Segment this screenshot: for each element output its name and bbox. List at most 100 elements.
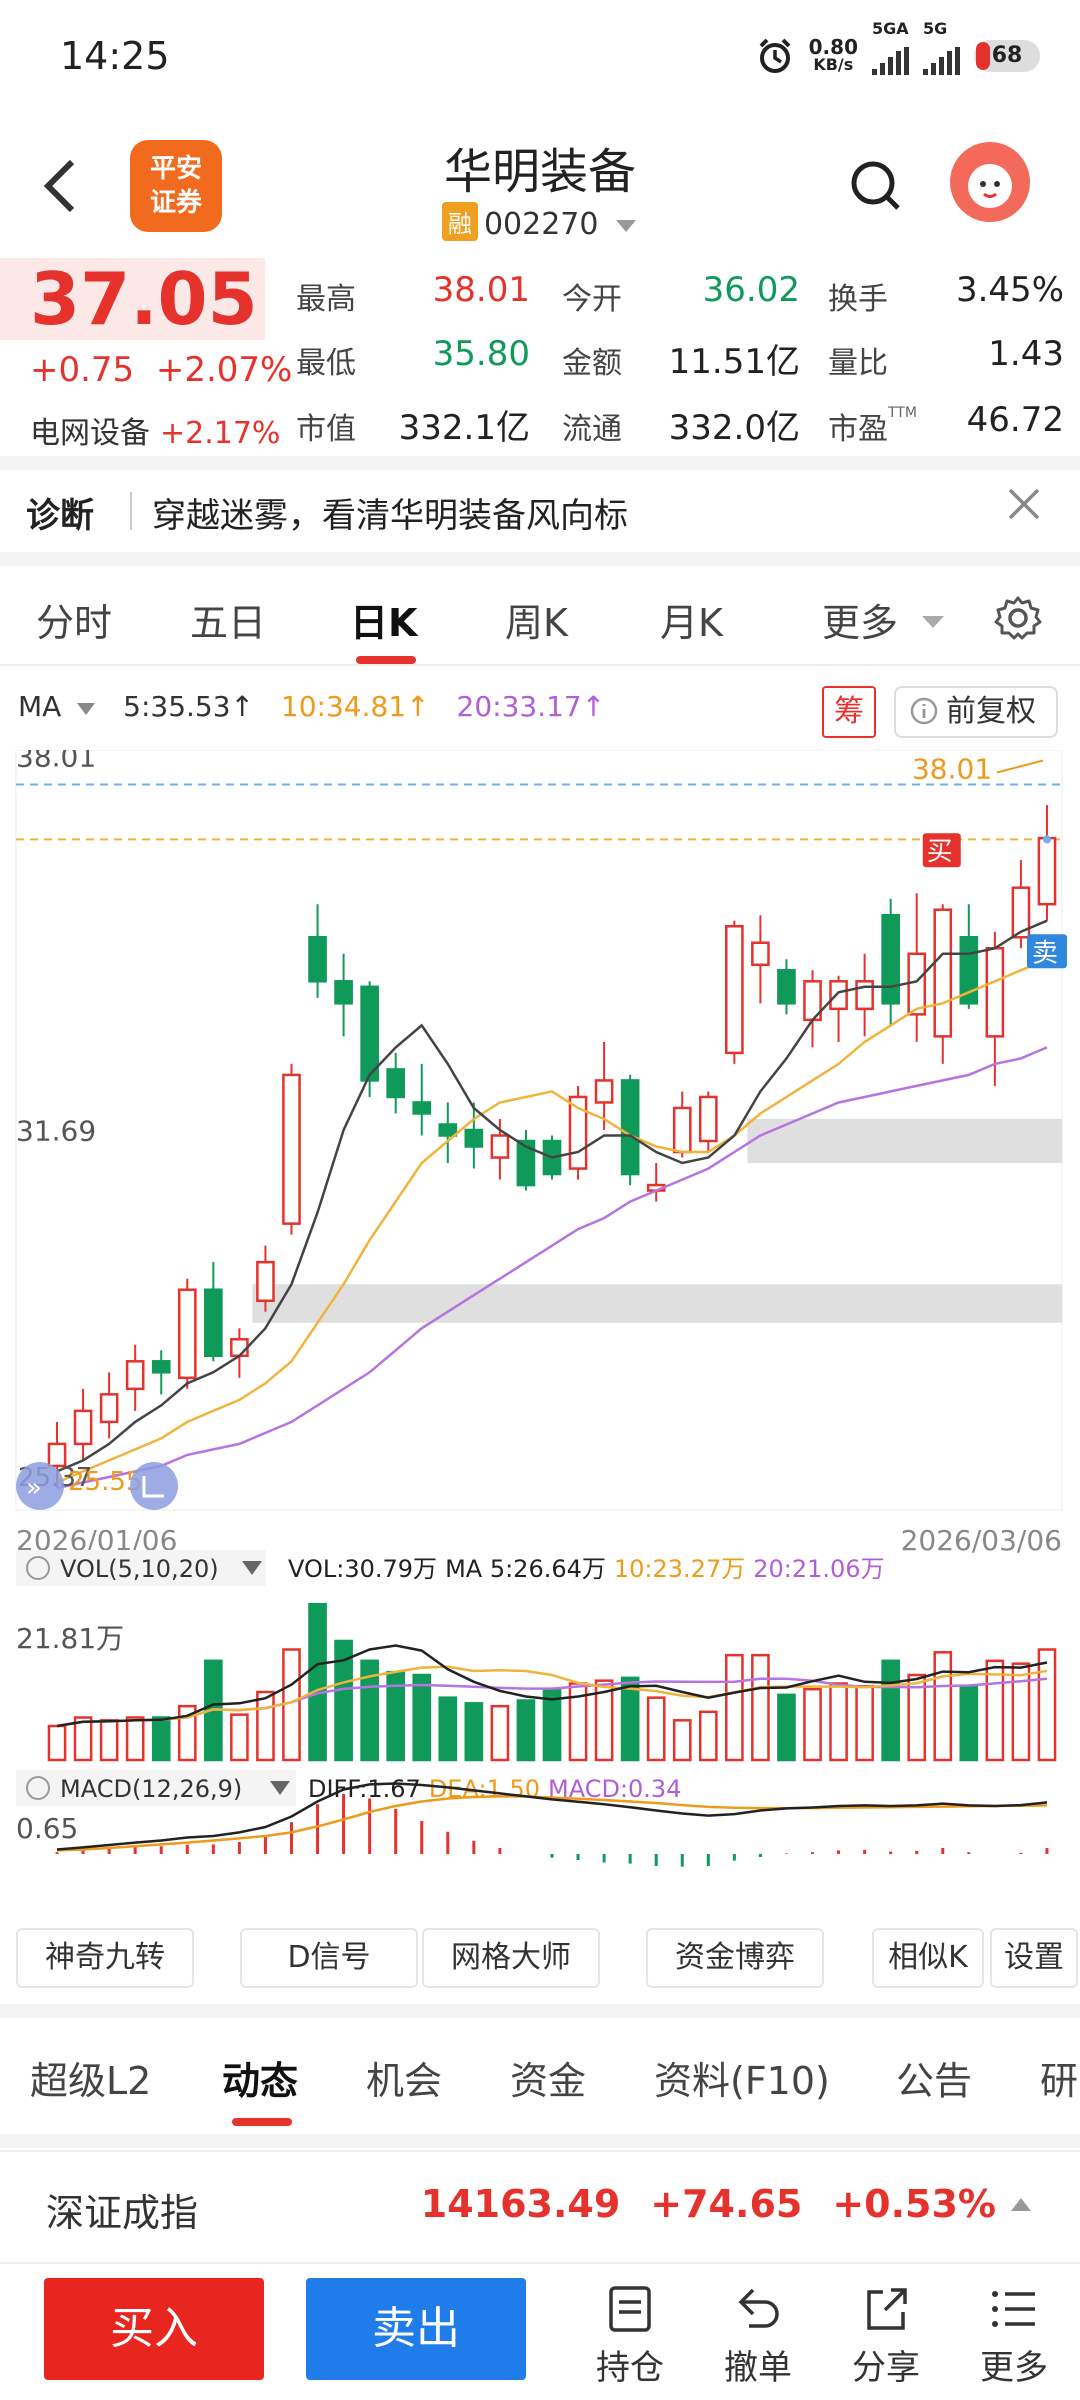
chart-svg[interactable]: 38.0131.6925.3725.5538.01买卖»2026/01/0620… <box>0 750 1080 1900</box>
share-button[interactable]: 分享 <box>836 2284 936 2389</box>
candle-body <box>672 1106 692 1154</box>
macd-info-icon <box>26 1776 50 1800</box>
diagnosis-banner[interactable]: 诊断 穿越迷雾，看清华明装备风向标 <box>0 470 1080 550</box>
candle-body <box>1011 886 1031 939</box>
volume-bar <box>620 1676 640 1762</box>
avatar[interactable] <box>950 142 1030 222</box>
stock-code-selector[interactable]: 融 002270 <box>0 202 1080 242</box>
volume-bar <box>829 1682 848 1762</box>
chip-distribution-button[interactable]: 筹 <box>822 686 876 738</box>
tab-daily-k[interactable]: 日K <box>350 601 418 645</box>
tab-f10[interactable]: 资料(F10) <box>654 2059 830 2103</box>
tool-d-signal[interactable]: D信号 <box>240 1928 418 1988</box>
volume-bar <box>99 1719 119 1762</box>
sell-marker: 卖 <box>1032 938 1058 968</box>
q-val-pe: 46.72 <box>966 400 1064 440</box>
mascot-icon <box>968 164 1012 208</box>
diagnosis-separator <box>130 492 132 530</box>
cancel-order-button[interactable]: 撤单 <box>708 2284 808 2389</box>
index-pct: +0.53% <box>832 2182 996 2226</box>
candle-body <box>855 980 874 1011</box>
q-val-volume-ratio: 1.43 <box>988 334 1064 374</box>
double-chevron-icon: » <box>26 1473 42 1503</box>
tab-weekly-k[interactable]: 周K <box>505 601 568 645</box>
sector-change[interactable]: 电网设备 +2.17% <box>30 416 281 451</box>
candle-body <box>725 924 744 1055</box>
index-ticker[interactable]: 深证成指 14163.49 +74.65 +0.53% <box>0 2150 1080 2260</box>
y-label-top: 38.01 <box>16 750 96 773</box>
tab-announcement[interactable]: 公告 <box>896 2059 973 2103</box>
candle-body <box>204 1288 223 1358</box>
tab-capital[interactable]: 资金 <box>510 2059 587 2103</box>
caret-down-icon <box>616 220 637 232</box>
ma-legend[interactable]: MA 5:35.53↑ 10:34.81↑ 20:33.17↑ <box>18 690 606 723</box>
tool-grid-master[interactable]: 网格大师 <box>422 1928 600 1988</box>
sell-button[interactable]: 卖出 <box>306 2278 526 2380</box>
stock-code: 002270 <box>483 207 599 242</box>
tab-intraday[interactable]: 分时 <box>36 601 113 645</box>
price-change: +0.75 +2.07% <box>30 350 293 390</box>
q-label-pe: 市盈 <box>828 412 888 447</box>
tab-research[interactable]: 研 <box>1040 2059 1079 2103</box>
tool-magic-nine[interactable]: 神奇九转 <box>16 1928 194 1988</box>
candle-body <box>594 1079 614 1104</box>
tool-settings[interactable]: 设置 <box>990 1928 1078 1988</box>
close-button[interactable] <box>1006 482 1042 533</box>
q-label-low: 最低 <box>296 346 356 381</box>
signal-icon <box>872 46 909 75</box>
vol-value-vol: VOL:30.79万 <box>288 1555 437 1583</box>
q-val-turnover: 3.45% <box>955 270 1064 310</box>
chart-settings-button[interactable] <box>994 594 1042 646</box>
volume-bar <box>412 1673 432 1762</box>
tab-super-l2[interactable]: 超级L2 <box>30 2059 152 2103</box>
candle-body <box>620 1079 640 1176</box>
candle-body <box>386 1068 406 1099</box>
tab-news-feed[interactable]: 动态 <box>222 2059 299 2103</box>
back-button[interactable] <box>40 158 80 228</box>
tab-opportunity[interactable]: 机会 <box>366 2059 443 2103</box>
q-label-market-cap: 市值 <box>296 412 356 447</box>
ma10-line <box>56 958 1048 1484</box>
candle-body <box>490 1134 510 1159</box>
buy-button[interactable]: 买入 <box>44 2278 264 2380</box>
price-highlight <box>0 258 265 340</box>
q-label-open: 今开 <box>562 282 622 317</box>
divider <box>0 552 1080 566</box>
q-val-low: 35.80 <box>432 334 530 374</box>
kline-chart-area[interactable]: MA 5:35.53↑ 10:34.81↑ 20:33.17↑ 筹 前复权 38… <box>0 670 1080 1910</box>
tab-monthly-k[interactable]: 月K <box>660 601 723 645</box>
quote-panel: 37.05 +0.75 +2.07% 电网设备 +2.17% 最高 38.01 今… <box>0 258 1080 458</box>
candle-body <box>751 941 770 967</box>
buy-marker: 买 <box>927 837 953 867</box>
candle-body <box>282 1073 301 1225</box>
tab-indicator <box>232 2118 292 2126</box>
candle-body <box>438 1123 458 1137</box>
candle-body <box>230 1338 249 1358</box>
net-speed: 0.80 KB/s <box>808 35 858 74</box>
price-adjust-button[interactable]: 前复权 <box>894 686 1058 738</box>
tool-similar-k[interactable]: 相似K <box>872 1928 984 1988</box>
ma20-line <box>56 1046 1048 1490</box>
tool-capital-game[interactable]: 资金博弈 <box>646 1928 824 1988</box>
volume-bar <box>230 1713 249 1762</box>
current-price: 37.05 <box>30 257 258 341</box>
tab-more[interactable]: 更多 <box>822 592 946 647</box>
chevron-left-icon <box>43 159 75 213</box>
q-label-high: 最高 <box>296 282 356 317</box>
candle-body <box>985 947 1005 1038</box>
search-button[interactable] <box>848 158 902 212</box>
holdings-button[interactable]: 持仓 <box>580 2284 680 2389</box>
candle-body <box>177 1288 197 1380</box>
caret-up-icon <box>1011 2198 1031 2211</box>
caret-down-icon <box>242 1561 262 1575</box>
volume-bar <box>672 1719 692 1762</box>
volume-bar <box>881 1659 900 1762</box>
more-button[interactable]: 更多 <box>964 2284 1064 2389</box>
candle-body <box>698 1095 718 1143</box>
volume-bar <box>594 1679 614 1762</box>
q-val-market-cap: 332.1亿 <box>398 408 530 448</box>
close-icon <box>1008 488 1040 520</box>
tab-five-day[interactable]: 五日 <box>190 601 267 645</box>
volume-bar <box>438 1696 458 1762</box>
candle-body <box>412 1101 432 1115</box>
